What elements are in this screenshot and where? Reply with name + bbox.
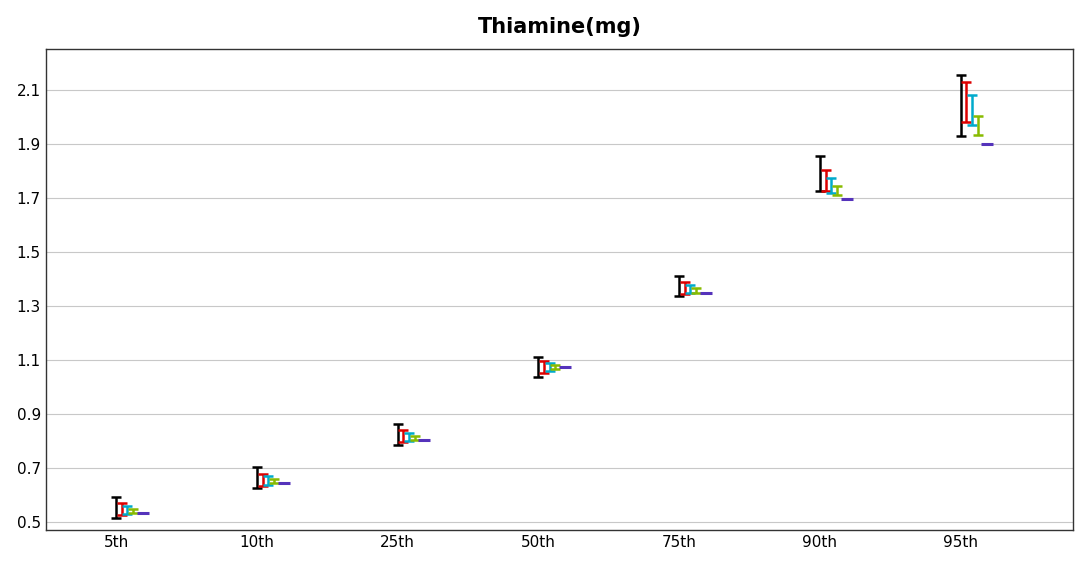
Title: Thiamine(mg): Thiamine(mg) bbox=[477, 16, 642, 37]
